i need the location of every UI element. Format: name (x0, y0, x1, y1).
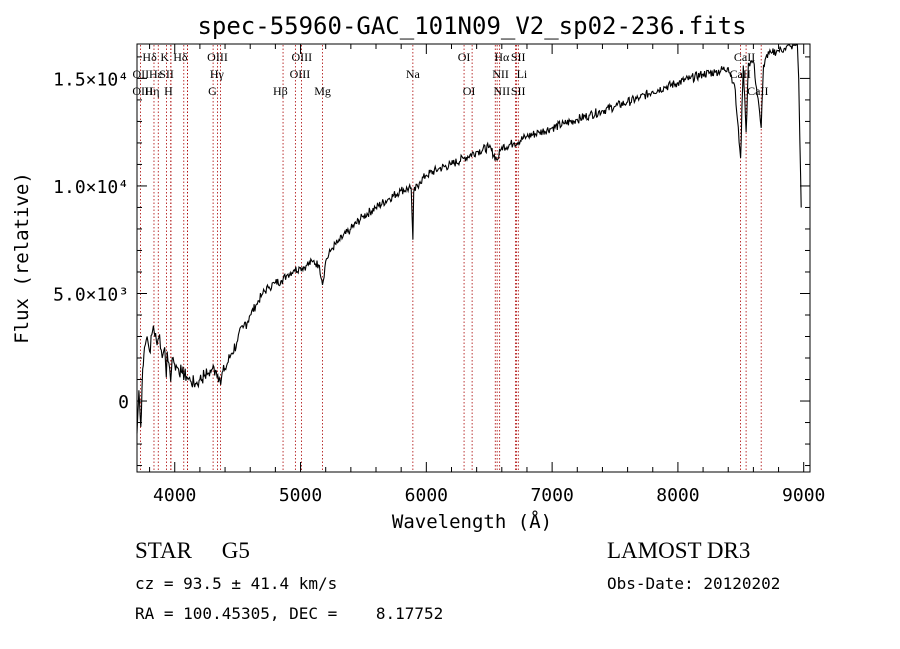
spectrum-line (136, 44, 802, 434)
spectral-line-label: Hα (494, 50, 510, 64)
spectral-line-label: OI (463, 84, 476, 98)
y-tick-label: 1.5×10⁴ (53, 69, 129, 90)
chart-title: spec-55960-GAC_101N09_V2_sp02-236.fits (197, 12, 746, 40)
spectral-line-label: Hβ (273, 84, 288, 98)
spectral-line-label: Hγ (210, 67, 225, 81)
spectral-line-label: Hε (149, 67, 163, 81)
spectral-line-label: Li (517, 67, 528, 81)
spectral-line-label: SII (511, 84, 526, 98)
spectral-line-label: Mg (314, 84, 331, 98)
spectral-line-label: OI (458, 50, 471, 64)
coordinates: RA = 100.45305, DEC = 8.17752 (135, 604, 444, 623)
spectral-line-label: CaII (730, 67, 751, 81)
object-class: STAR G5 (135, 538, 250, 564)
y-tick-label: 0 (118, 392, 129, 413)
obs-date: Obs-Date: 20120202 (607, 574, 781, 593)
x-tick-label: 6000 (405, 485, 448, 506)
y-axis-ticks: 0 5.0×10³ 1.0×10⁴ 1.5×10⁴ (53, 56, 810, 467)
x-axis-label: Wavelength (Å) (392, 510, 552, 533)
spectral-line-label: OIII (207, 50, 228, 64)
y-axis-label: Flux (relative) (11, 172, 33, 344)
spectral-line-label: OIII (291, 50, 312, 64)
redshift-cz: cz = 93.5 ± 41.4 km/s (135, 574, 338, 593)
x-tick-label: 5000 (279, 485, 322, 506)
spectral-line-label: SII (511, 50, 526, 64)
subclass-label: G5 (221, 538, 250, 563)
plot-frame (136, 43, 811, 473)
y-tick-label: 5.0×10³ (53, 284, 129, 305)
x-tick-label: 8000 (656, 485, 699, 506)
spectral-line-label: Hδ (142, 50, 157, 64)
spectral-line-label: SII (159, 67, 174, 81)
spectral-line-label: Hδ (173, 50, 188, 64)
x-tick-label: 7000 (530, 485, 573, 506)
spectral-line-label: H (164, 84, 173, 98)
spectral-line-label: NII (492, 67, 509, 81)
x-tick-label: 9000 (782, 485, 825, 506)
survey-label: LAMOST DR3 (607, 538, 751, 563)
spectral-line-label: Na (406, 67, 421, 81)
spectral-line-markers (139, 45, 762, 471)
x-tick-label: 4000 (153, 485, 196, 506)
x-axis-ticks: 4000 5000 6000 7000 8000 9000 (149, 44, 825, 506)
spectral-line-label: CaII (734, 50, 755, 64)
class-label: STAR (135, 538, 192, 563)
y-tick-label: 1.0×10⁴ (53, 177, 129, 198)
spectral-line-label: OIII (290, 67, 311, 81)
spectral-line-label: Hη (145, 84, 160, 98)
spectral-line-label: K (160, 50, 169, 64)
spectral-line-label: NII (493, 84, 510, 98)
spectral-line-label: G (208, 84, 217, 98)
